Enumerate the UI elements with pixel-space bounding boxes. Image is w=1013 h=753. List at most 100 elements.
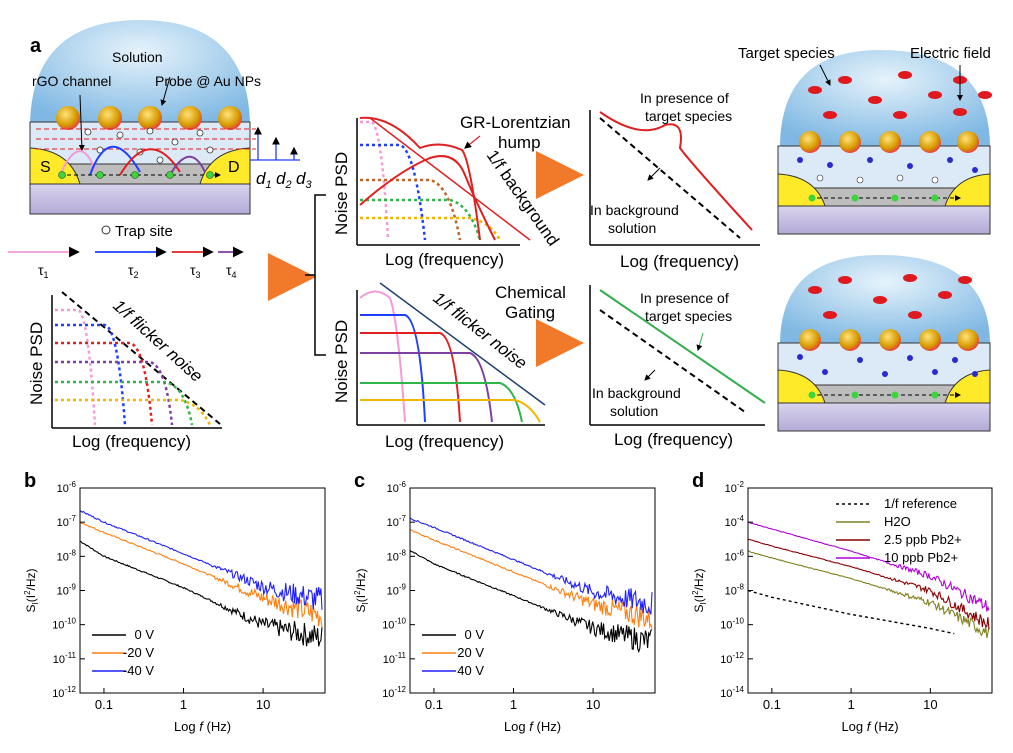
y-tick-label: 10-6 [725,548,745,563]
rgo-channel-label: rGO channel [32,73,111,89]
solution-label: Solution [112,49,163,65]
svg-text:d2: d2 [276,169,292,191]
y-tick-label: 10-6 [57,480,77,495]
bottom-right-xlabel: Log (frequency) [614,430,733,449]
source-label: S [40,159,51,176]
legend-label: -40 V [123,663,154,678]
y-tick-label: 10-10 [720,617,744,632]
panel-b-letter: b [24,470,36,492]
x-tick-label: 10 [586,697,600,712]
left-plot-ylabel: Noise PSD [27,322,46,405]
x-tick-label: 10 [923,697,937,712]
chart-d: 0.1 1 10 10-14 10-12 10-10 10-8 10-6 10-4 10-2 Log… [691,480,993,734]
bottom-presence-1: In presence of [640,290,729,306]
mid-top-xlabel: Log (frequency) [385,250,504,269]
series-d-2 [747,538,990,630]
mid-bottom-ylabel: Noise PSD [332,320,351,403]
mid-top-ylabel: Noise PSD [332,152,351,235]
x-tick-label: 0.1 [425,697,443,712]
chart-b: 0.1 1 10 10-12 10-11 10-10 10-9 10-8 10-7 10-6 Log… [23,480,326,734]
legend-label: 10 ppb Pb2+ [884,550,958,565]
y-tick-label: 10-7 [57,514,77,529]
bottom-presence-2: target species [645,308,732,324]
trap-site-icon [101,225,111,235]
flicker-noise-plot [51,291,222,429]
probe-label: Probe @ Au NPs [155,73,261,89]
au-nanoparticles [56,106,242,130]
y-tick-label: 10-8 [57,548,77,563]
device-schematic-bottom-right [777,255,991,432]
top-right-xlabel: Log (frequency) [620,252,739,271]
svg-text:τ4: τ4 [226,262,237,280]
svg-text:τ1: τ1 [38,262,49,280]
device-schematic-top-right [777,50,992,235]
y-tick-label: 10-8 [387,548,407,563]
trap-site-label: Trap site [115,223,173,240]
y-tick-label: 10-6 [387,480,407,495]
legend-label: 20 V [457,645,484,660]
series-c-2 [409,517,653,615]
gr-hump-plot [356,116,531,246]
top-background-2: solution [608,220,656,236]
x-tick-label: 10 [256,697,270,712]
svg-text:τ3: τ3 [190,262,201,280]
gr-hump-label: GR-Lorentzian [460,113,571,132]
left-plot-xlabel: Log (frequency) [72,432,191,451]
y-tick-label: 10-10 [382,617,406,632]
y-tick-label: 10-9 [57,583,77,598]
legend-label: -20 V [123,645,154,660]
top-presence-1: In presence of [640,90,729,106]
legend-label: 0 V [134,627,154,642]
chart-c: 0.1 1 10 10-12 10-11 10-10 10-9 10-8 10-7 10-6 Log… [353,480,656,734]
chemical-gating-plot [356,282,546,426]
series-d-0 [747,589,955,635]
y-tick-label: 10-11 [383,651,407,666]
top-presence-2: target species [645,108,732,124]
top-background-1: In background [590,202,679,218]
x-tick-label: 0.1 [763,697,781,712]
mid-bottom-xlabel: Log (frequency) [385,432,504,451]
plot-frame [747,487,993,694]
legend-label: H2O [884,514,911,529]
legend-label: 40 V [457,663,484,678]
plot-frame [409,487,656,694]
series-b-0 [79,540,323,647]
x-tick-label: 0.1 [95,697,113,712]
legend-label: 0 V [464,627,484,642]
legend-label: 1/f reference [884,496,957,511]
svg-text:τ2: τ2 [128,262,139,280]
panel-c-letter: c [354,470,365,492]
device-schematic-left [29,20,300,215]
y-tick-label: 10-2 [725,480,745,495]
bottom-background-1: In background [592,385,681,401]
y-axis-label: SI(I2/Hz) [691,568,708,612]
y-tick-label: 10-9 [387,583,407,598]
legend-label: 2.5 ppb Pb2+ [884,532,962,547]
electric-field-label: Electric field [910,45,991,62]
y-axis-label: SI(I2/Hz) [353,568,370,612]
distance-labels: d1 d2 d3 [256,169,312,191]
series-c-0 [409,549,653,654]
x-axis-label: Log f (Hz) [841,719,898,734]
y-tick-label: 10-7 [387,514,407,529]
series-b-2 [79,509,323,610]
series-d-3 [747,521,990,612]
x-tick-label: 1 [180,697,187,712]
target-species-label: Target species [738,45,835,62]
panel-d-letter: d [692,470,704,492]
svg-text:d3: d3 [296,169,312,191]
y-tick-label: 10-4 [725,514,745,529]
chemical-gating-label-2: Gating [505,303,555,322]
y-tick-label: 10-12 [382,685,406,700]
panel-a-letter: a [30,35,42,57]
tau-labels: τ1 τ2 τ3 τ4 [38,262,237,280]
y-tick-label: 10-10 [52,617,76,632]
series-c-1 [409,529,653,629]
drain-label: D [228,159,240,176]
presence-plot-top [589,110,760,246]
x-tick-label: 1 [510,697,517,712]
presence-plot-bottom [589,285,766,426]
x-tick-label: 1 [847,697,854,712]
y-tick-label: 10-11 [53,651,77,666]
bottom-background-2: solution [610,403,658,419]
